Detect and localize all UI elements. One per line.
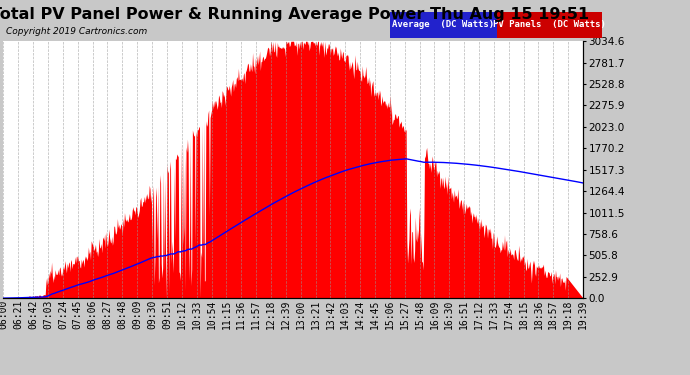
Text: Copyright 2019 Cartronics.com: Copyright 2019 Cartronics.com: [6, 27, 147, 36]
Text: Average  (DC Watts): Average (DC Watts): [392, 20, 495, 29]
Text: Total PV Panel Power & Running Average Power Thu Aug 15 19:51: Total PV Panel Power & Running Average P…: [0, 8, 589, 22]
Text: PV Panels  (DC Watts): PV Panels (DC Watts): [493, 20, 606, 29]
